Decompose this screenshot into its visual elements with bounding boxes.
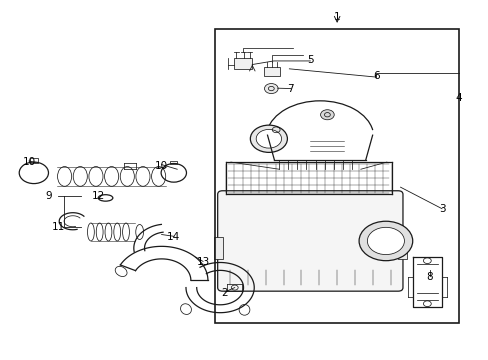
Text: 9: 9 [45,191,52,201]
Text: 3: 3 [438,204,445,214]
Circle shape [256,130,281,148]
Bar [215,30,458,323]
Circle shape [366,227,404,255]
Bar [397,237,406,259]
Text: 10: 10 [22,157,36,167]
Bar [213,237,222,259]
Text: 1: 1 [333,12,340,22]
Text: 4: 4 [455,93,462,103]
Bar [264,67,279,76]
Text: 14: 14 [167,232,180,242]
Bar [233,58,252,69]
Text: 8: 8 [426,272,432,282]
Circle shape [250,125,287,152]
Text: 10: 10 [155,161,168,171]
FancyBboxPatch shape [217,191,402,291]
Circle shape [264,84,278,94]
Text: 7: 7 [287,84,294,94]
Text: 6: 6 [372,71,379,81]
Text: 5: 5 [306,55,313,65]
Text: 2: 2 [221,288,228,298]
Bar [30,158,38,163]
Bar [170,161,177,164]
Text: 11: 11 [52,222,65,231]
Circle shape [320,110,333,120]
Text: 13: 13 [196,257,209,267]
Text: 12: 12 [91,191,104,201]
Circle shape [358,221,412,261]
